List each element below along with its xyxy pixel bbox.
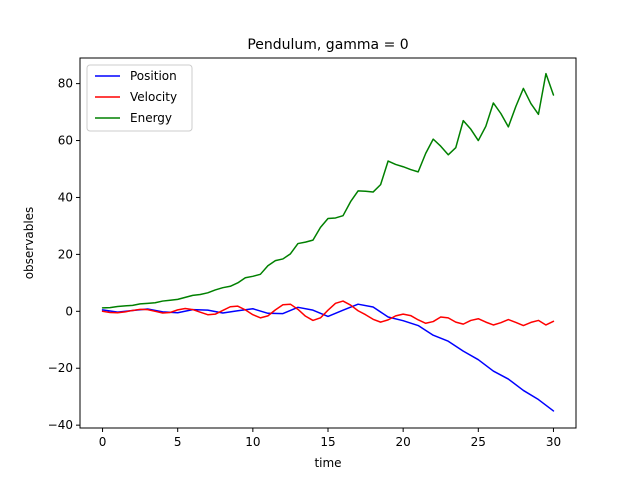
legend-label-energy: Energy (130, 111, 172, 125)
y-tick-label: 60 (58, 134, 73, 148)
plot-lines (101, 72, 555, 412)
chart-title: Pendulum, gamma = 0 (247, 37, 408, 53)
x-tick-label: 15 (320, 435, 335, 449)
x-tick-label: 20 (396, 435, 411, 449)
legend-box (86, 64, 193, 132)
x-axis-label: time (314, 456, 341, 470)
y-tick-label: −40 (48, 418, 73, 432)
legend-label-position: Position (130, 69, 177, 83)
y-tick-label: 0 (65, 304, 73, 318)
x-tick-label: 25 (471, 435, 486, 449)
y-axis: −40 −20 0 20 40 60 80 (48, 77, 80, 432)
y-tick-label: 20 (58, 247, 73, 261)
y-tick-label: 80 (58, 77, 73, 91)
x-tick-label: 30 (546, 435, 561, 449)
y-axis-label: observables (22, 207, 36, 280)
x-tick-label: 10 (245, 435, 260, 449)
y-tick-label: −20 (48, 361, 73, 375)
x-tick-label: 5 (174, 435, 182, 449)
series-line-energy (101, 72, 555, 309)
x-axis: 0 5 10 15 20 25 30 (99, 428, 561, 449)
x-tick-label: 0 (99, 435, 107, 449)
legend: Position Velocity Energy (86, 64, 193, 132)
legend-label-velocity: Velocity (130, 90, 177, 104)
series-line-position (101, 303, 555, 412)
series-line-velocity (101, 300, 555, 327)
y-tick-label: 40 (58, 190, 73, 204)
